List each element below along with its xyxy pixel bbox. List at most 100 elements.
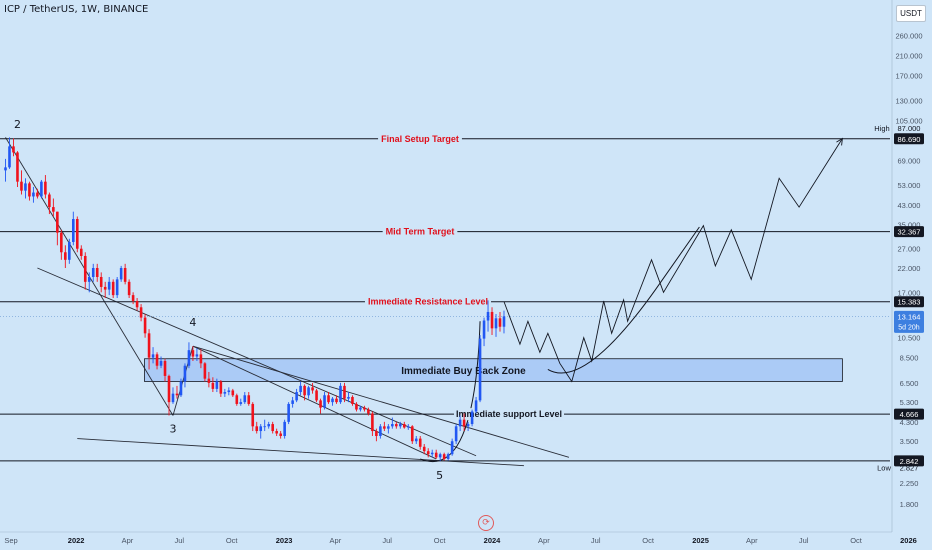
candle-body [247, 395, 251, 404]
candle-body [482, 320, 486, 339]
candle-body [426, 451, 430, 455]
candle-body [450, 441, 454, 455]
time-tick-label: Apr [746, 536, 758, 545]
candle-body [235, 395, 239, 404]
candle-body [363, 407, 366, 410]
candle-body [8, 146, 11, 168]
projection-layer [503, 137, 843, 383]
countdown-label: 5d 20h [898, 324, 920, 331]
price-tick-label: 53.000 [898, 181, 921, 190]
candle-body [287, 403, 290, 422]
candle-body [399, 424, 402, 427]
price-label-text: 2.842 [900, 457, 919, 466]
candle-body [430, 452, 434, 455]
candle-body [275, 431, 278, 434]
candle-body [466, 424, 470, 427]
candle-body [115, 279, 119, 296]
candle-body [283, 421, 286, 437]
candle-body [127, 281, 131, 296]
candle-body [28, 183, 31, 197]
symbol-title: ICP / TetherUS, 1W, BINANCE [4, 4, 149, 15]
high-price-label: 87.000 [898, 124, 921, 133]
level-label: Immediate Resistance Level [368, 297, 488, 307]
price-tick-label: 210.000 [895, 51, 922, 60]
candle-body [187, 350, 191, 366]
candle-body [151, 354, 155, 358]
level-label-bg [382, 225, 458, 238]
level-label: Immediate support Level [456, 409, 562, 419]
price-axis-layer: 260.000 210.000 170.000 130.000 105.00087.00… [874, 0, 924, 532]
time-tick-label: Apr [330, 536, 342, 545]
candle-body [410, 426, 414, 442]
candle-body [175, 393, 179, 396]
candle-body [379, 426, 382, 437]
candle-body [291, 400, 294, 404]
currency-button[interactable]: USDT [896, 5, 926, 22]
candle-body [458, 419, 462, 427]
wave-label: 2 [14, 118, 21, 131]
price-tick-label: 27.000 [898, 245, 921, 254]
candle-body [227, 390, 231, 393]
candle-body [438, 454, 442, 458]
candle-body [40, 181, 43, 197]
candle-body [395, 424, 398, 427]
levels-layer: Final Setup Target Mid Term Target Immedia… [0, 132, 890, 462]
price-tick-label: 2.250 [900, 479, 919, 488]
candle-body [494, 318, 498, 329]
price-label-box [894, 455, 924, 467]
price-label-box [894, 408, 924, 420]
candle-body [16, 152, 19, 182]
candle-body [56, 211, 59, 233]
candle-body [147, 333, 151, 358]
candle-body [371, 413, 374, 432]
candle-body [490, 311, 494, 329]
candle-body [183, 365, 187, 382]
zones-layer: Immediate Buy Back Zone [144, 358, 843, 382]
candle-body [12, 146, 15, 153]
candle-body [478, 338, 482, 401]
candle-body [119, 268, 123, 280]
candle-body [79, 248, 83, 256]
candle-body [219, 381, 223, 394]
time-tick-label: Jul [382, 536, 392, 545]
candle-body [387, 426, 390, 429]
candle-body [123, 268, 127, 282]
candle-body [418, 438, 422, 447]
price-tick-label: 3.500 [900, 437, 919, 446]
level-label: Mid Term Target [386, 227, 455, 237]
price-tick-label: 43.000 [898, 201, 921, 210]
candle-body [414, 438, 418, 442]
price-tick-label: 260.000 [895, 31, 922, 40]
candle-body [422, 446, 426, 452]
candle-body [171, 393, 175, 403]
price-label-text: 4.666 [900, 410, 919, 419]
price-label-text: 15.383 [898, 298, 921, 307]
candle-body [355, 403, 358, 410]
candle-body [315, 390, 318, 401]
candle-body [331, 398, 334, 403]
candle-body [135, 301, 139, 308]
candle-body [462, 419, 466, 427]
price-tick-label: 105.000 [895, 117, 922, 126]
buy-back-zone [144, 358, 843, 382]
candle-body [36, 192, 39, 197]
trendline [37, 267, 477, 457]
price-label-text: 13.164 [898, 312, 921, 321]
candle-body [323, 395, 326, 408]
time-tick-label: Apr [122, 536, 134, 545]
candle-body [83, 255, 87, 282]
candle-body [470, 411, 474, 425]
candle-body [75, 219, 79, 249]
candle-body [211, 382, 215, 389]
candles-layer [4, 137, 506, 461]
price-tick-label: 17.000 [898, 288, 921, 297]
price-tick-label: 10.500 [898, 334, 921, 343]
candle-body [347, 396, 350, 399]
price-label-box [894, 296, 924, 308]
candle-body [327, 395, 330, 403]
candle-body [375, 431, 378, 437]
time-tick-label: Oct [642, 536, 655, 545]
price-label-box [894, 310, 924, 333]
